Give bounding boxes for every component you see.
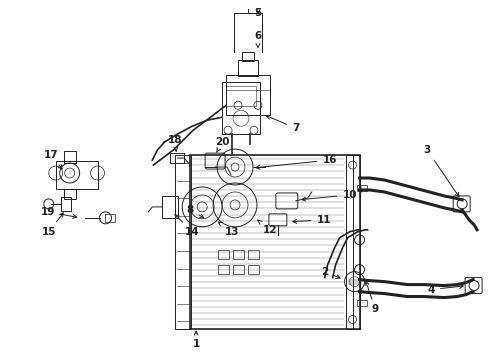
Bar xyxy=(190,155,359,329)
Bar xyxy=(242,53,253,62)
Bar xyxy=(218,250,228,259)
Text: 9: 9 xyxy=(365,281,378,315)
Bar xyxy=(356,300,366,306)
Bar xyxy=(225,86,255,106)
Text: 14: 14 xyxy=(175,215,199,237)
Bar xyxy=(233,265,244,274)
Bar xyxy=(218,265,228,274)
Bar xyxy=(345,155,359,329)
Text: 2: 2 xyxy=(321,267,339,278)
Text: 10: 10 xyxy=(301,190,356,201)
Text: 13: 13 xyxy=(218,222,239,237)
Text: 5: 5 xyxy=(254,8,261,18)
Text: 12: 12 xyxy=(257,220,277,235)
Text: 6: 6 xyxy=(254,31,261,48)
Bar xyxy=(170,153,184,163)
Bar xyxy=(104,214,114,222)
Bar xyxy=(352,155,359,329)
Bar xyxy=(356,185,366,191)
Bar xyxy=(63,189,76,199)
Bar xyxy=(225,75,269,115)
Bar xyxy=(63,151,76,163)
Bar xyxy=(233,250,244,259)
Text: 11: 11 xyxy=(292,215,330,225)
Bar xyxy=(247,265,259,274)
Bar xyxy=(61,197,71,211)
Text: 18: 18 xyxy=(168,135,182,151)
Text: 15: 15 xyxy=(41,213,63,237)
Bar xyxy=(222,82,260,134)
Text: 1: 1 xyxy=(192,331,200,349)
Bar xyxy=(162,196,178,218)
Bar xyxy=(247,250,259,259)
Bar xyxy=(238,60,258,76)
Text: 20: 20 xyxy=(214,137,229,152)
Text: 7: 7 xyxy=(266,116,299,133)
Text: 8: 8 xyxy=(186,205,203,218)
Text: 19: 19 xyxy=(41,207,77,219)
Text: 16: 16 xyxy=(255,155,336,169)
Bar xyxy=(56,161,98,189)
Bar xyxy=(175,155,191,329)
Text: 17: 17 xyxy=(43,150,62,169)
Text: 4: 4 xyxy=(427,284,462,294)
Text: 3: 3 xyxy=(423,145,458,197)
